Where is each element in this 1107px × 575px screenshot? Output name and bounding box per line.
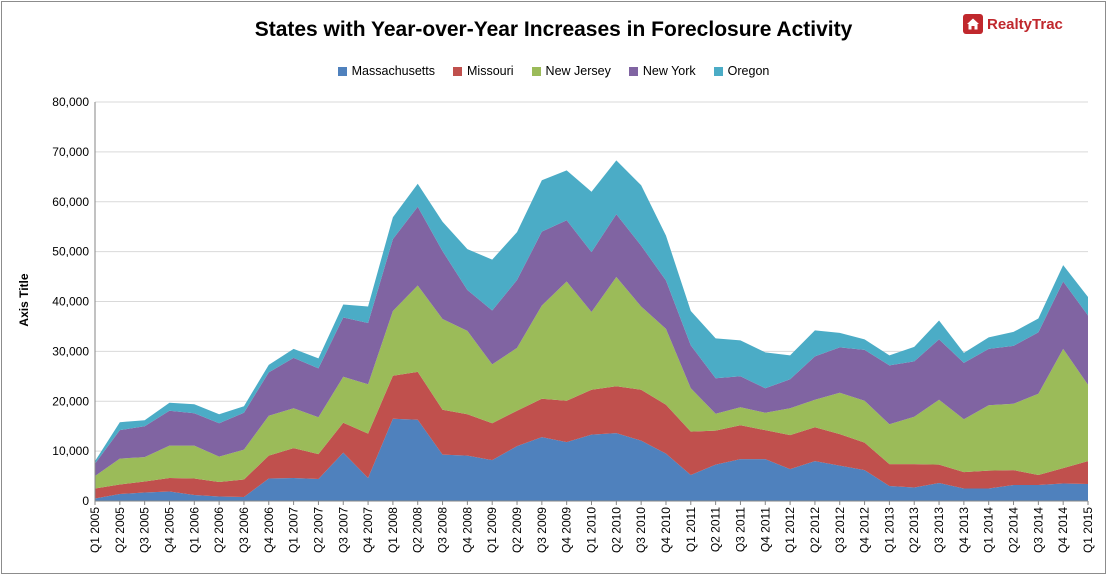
legend-swatch bbox=[337, 66, 347, 76]
x-tick-label: Q1 2014 bbox=[982, 507, 996, 553]
x-tick-label: Q3 2011 bbox=[733, 507, 747, 552]
x-tick-label: Q3 2013 bbox=[932, 507, 946, 553]
y-tick-label: 40,000 bbox=[52, 295, 89, 309]
x-tick-label: Q1 2009 bbox=[485, 507, 499, 553]
x-tick-label: Q4 2010 bbox=[659, 507, 673, 553]
x-tick-label: Q1 2013 bbox=[882, 507, 896, 553]
x-tick-label: Q2 2012 bbox=[808, 507, 822, 553]
x-tick-label: Q2 2006 bbox=[212, 507, 226, 553]
x-tick-label: Q1 2005 bbox=[88, 507, 102, 553]
x-tick-label: Q3 2006 bbox=[237, 507, 251, 553]
x-tick-label: Q3 2012 bbox=[833, 507, 847, 553]
legend-item: Massachusetts bbox=[337, 64, 435, 78]
x-tick-label: Q1 2012 bbox=[783, 507, 797, 553]
series-area-missouri bbox=[95, 371, 1088, 499]
x-tick-label: Q2 2009 bbox=[510, 507, 524, 553]
x-tick-label: Q2 2011 bbox=[709, 507, 723, 552]
x-tick-label: Q1 2007 bbox=[287, 507, 301, 553]
x-tick-label: Q2 2005 bbox=[113, 507, 127, 553]
x-tick-label: Q3 2005 bbox=[138, 507, 152, 553]
x-tick-label: Q1 2006 bbox=[187, 507, 201, 553]
x-tick-label: Q3 2014 bbox=[1031, 507, 1045, 553]
legend-swatch bbox=[628, 66, 638, 76]
brand-logo: RealtyTrac bbox=[963, 14, 1063, 34]
y-tick-label: 10,000 bbox=[52, 444, 89, 458]
y-tick-label: 0 bbox=[82, 494, 89, 508]
x-tick-label: Q2 2014 bbox=[1007, 507, 1021, 553]
x-tick-label: Q4 2006 bbox=[262, 507, 276, 553]
x-tick-label: Q4 2009 bbox=[560, 507, 574, 553]
brand-name: RealtyTrac bbox=[987, 15, 1063, 33]
legend-label: Massachusetts bbox=[351, 64, 435, 78]
series-area-oregon bbox=[95, 160, 1088, 464]
series-area-new-jersey bbox=[95, 277, 1088, 489]
x-tick-label: Q3 2009 bbox=[535, 507, 549, 553]
legend-swatch bbox=[453, 66, 462, 76]
series-area-massachusetts bbox=[95, 418, 1088, 501]
legend-item: Oregon bbox=[713, 64, 770, 78]
x-tick-label: Q4 2007 bbox=[361, 507, 375, 553]
x-tick-label: Q1 2015 bbox=[1081, 507, 1095, 553]
legend-item: New York bbox=[628, 64, 696, 78]
x-tick-label: Q4 2013 bbox=[957, 507, 971, 553]
x-tick-label: Q3 2007 bbox=[336, 507, 350, 553]
legend-label: Oregon bbox=[727, 64, 770, 78]
x-tick-label: Q2 2007 bbox=[311, 507, 325, 553]
x-tick-label: Q3 2008 bbox=[436, 507, 450, 553]
chart-legend: Massachusetts Missouri New Jersey New York O… bbox=[0, 64, 1107, 78]
legend-item: Missouri bbox=[453, 64, 514, 78]
y-tick-label: 60,000 bbox=[52, 195, 89, 209]
y-tick-label: 20,000 bbox=[52, 394, 89, 408]
y-tick-label: 50,000 bbox=[52, 245, 89, 259]
x-tick-label: Q2 2008 bbox=[411, 507, 425, 553]
legend-swatch bbox=[531, 66, 541, 76]
y-tick-label: 70,000 bbox=[52, 145, 89, 159]
legend-label: New York bbox=[642, 64, 696, 78]
y-tick-label: 80,000 bbox=[52, 95, 89, 109]
legend-item: New Jersey bbox=[531, 64, 611, 78]
y-tick-label: 30,000 bbox=[52, 344, 89, 358]
x-tick-label: Q1 2008 bbox=[386, 507, 400, 553]
x-tick-label: Q4 2011 bbox=[758, 507, 772, 552]
x-tick-label: Q4 2005 bbox=[162, 507, 176, 553]
x-tick-label: Q4 2012 bbox=[858, 507, 872, 553]
x-tick-label: Q1 2010 bbox=[585, 507, 599, 553]
x-tick-label: Q2 2013 bbox=[907, 507, 921, 553]
x-tick-label: Q3 2010 bbox=[634, 507, 648, 553]
house-icon bbox=[963, 14, 983, 34]
x-tick-label: Q2 2010 bbox=[609, 507, 623, 553]
legend-swatch bbox=[713, 66, 723, 76]
x-tick-label: Q4 2008 bbox=[460, 507, 474, 553]
x-tick-label: Q1 2011 bbox=[684, 507, 698, 552]
x-tick-label: Q4 2014 bbox=[1056, 507, 1070, 553]
legend-label: New Jersey bbox=[545, 64, 611, 78]
series-area-new-york bbox=[95, 206, 1088, 477]
chart-title: States with Year-over-Year Increases in … bbox=[254, 18, 853, 41]
legend-label: Missouri bbox=[467, 64, 514, 78]
